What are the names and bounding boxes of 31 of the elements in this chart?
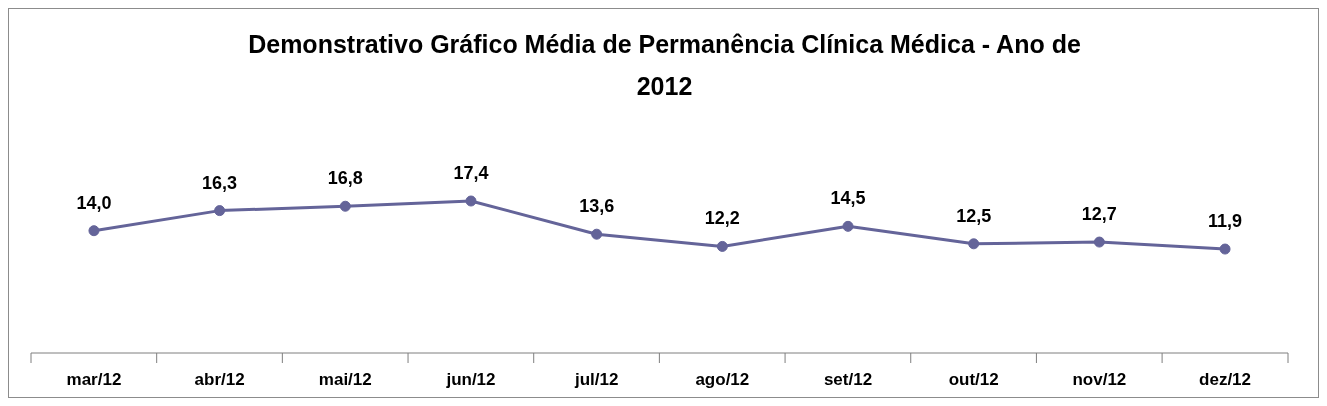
x-tick-label: out/12 (948, 370, 999, 389)
point (842, 220, 854, 232)
x-tick-label: mai/12 (318, 370, 372, 389)
x-tick-label: set/12 (823, 370, 873, 389)
point (968, 238, 980, 250)
data-label: 14,5 (830, 188, 866, 209)
data-label: 12,7 (1081, 204, 1117, 225)
point (214, 205, 226, 217)
x-tick-label: ago/12 (695, 370, 750, 389)
point (465, 195, 477, 207)
point (339, 200, 351, 212)
point (591, 228, 603, 240)
x-tick-label: mar/12 (66, 370, 122, 389)
point (88, 225, 100, 237)
point (716, 240, 728, 252)
x-tick-label: nov/12 (1072, 370, 1127, 389)
data-label: 16,8 (327, 168, 363, 189)
data-label: 12,2 (704, 208, 740, 229)
data-label: 13,6 (579, 196, 615, 217)
point (1093, 236, 1105, 248)
chart-title: Demonstrativo Gráfico Média de Permanência Clínica Médica - Ano de 2012 (247, 29, 1082, 102)
x-tick-label: jun/12 (445, 370, 496, 389)
x-tick-label: dez/12 (1199, 370, 1252, 389)
x-tick-label: abr/12 (194, 370, 245, 389)
data-label: 14,0 (76, 192, 112, 213)
data-label: 17,4 (453, 163, 489, 183)
x-tick-label: jul/12 (573, 370, 619, 389)
data-label: 16,3 (202, 172, 238, 193)
data-label: 11,9 (1208, 211, 1243, 232)
point (1219, 243, 1231, 255)
data-label: 12,5 (956, 205, 992, 226)
